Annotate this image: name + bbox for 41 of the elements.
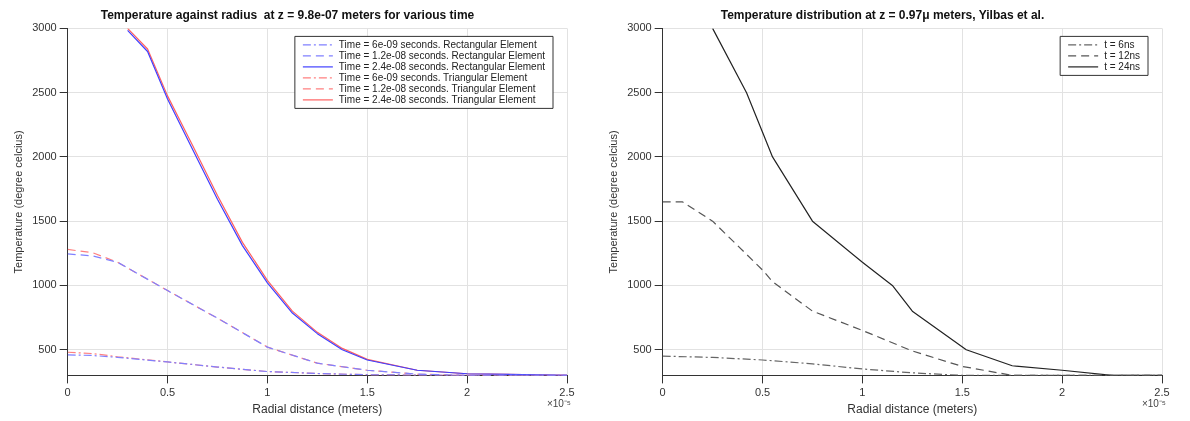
chart-title: Temperature against radius at z = 9.8e-07 meters for various time (100, 7, 475, 22)
x-tick-label: 1 (264, 386, 271, 399)
x-tick-label: 2.5 (559, 386, 575, 399)
legend-label: Time = 2.4e-08 seconds. Rectangular Element (338, 60, 546, 72)
x-tick-label: 1 (859, 386, 866, 399)
legend-label: t = 6ns (1104, 38, 1135, 50)
y-tick-label: 500 (633, 342, 652, 355)
legend-label: t = 12ns (1104, 49, 1140, 61)
x-tick-label: 1.5 (954, 386, 970, 399)
x-tick-label: 0.5 (754, 386, 771, 399)
y-tick-label: 1000 (32, 278, 57, 291)
y-tick-label: 500 (38, 342, 57, 355)
y-tick-label: 2000 (32, 149, 57, 162)
y-axis-title: Temperature (degree celcius) (606, 130, 619, 274)
legend-label: t = 24ns (1104, 60, 1140, 72)
x-tick-label: 0 (659, 386, 666, 399)
y-tick-label: 1500 (627, 214, 652, 227)
legend-label: Time = 1.2e-08 seconds. Rectangular Element (338, 49, 546, 61)
x-axis-title: Radial distance (meters) (252, 402, 383, 417)
legend-label: Time = 6e-09 seconds. Triangular Element (338, 71, 528, 83)
legend-label: Time = 2.4e-08 seconds. Triangular Element (338, 93, 536, 105)
y-axis-title: Temperature (degree celcius) (11, 130, 24, 274)
text: ×10⁻⁵ (1141, 398, 1166, 410)
y-tick-label: 3000 (627, 21, 652, 34)
x-axis-title: Radial distance (meters) (847, 402, 978, 417)
x-tick-label: 2.5 (1154, 386, 1170, 399)
legend-label: Time = 6e-09 seconds. Rectangular Element (338, 38, 537, 50)
x-tick-label: 0.5 (159, 386, 176, 399)
y-tick-label: 1500 (32, 214, 57, 227)
legend-label: Time = 1.2e-08 seconds. Triangular Element (338, 82, 536, 94)
text: ×10⁻⁵ (546, 398, 571, 410)
x-tick-label: 1.5 (359, 386, 375, 399)
chart-title: Temperature distribution at z = 0.97μ meters, Yilbas et al. (720, 7, 1045, 22)
x-tick-label: 2 (464, 386, 471, 399)
x-tick-label: 0 (64, 386, 71, 399)
y-tick-label: 1000 (627, 278, 652, 291)
x-tick-label: 2 (1059, 386, 1066, 399)
y-tick-label: 2000 (627, 149, 652, 162)
y-tick-label: 2500 (627, 85, 652, 98)
y-tick-label: 3000 (32, 21, 57, 34)
y-tick-label: 2500 (32, 85, 57, 98)
